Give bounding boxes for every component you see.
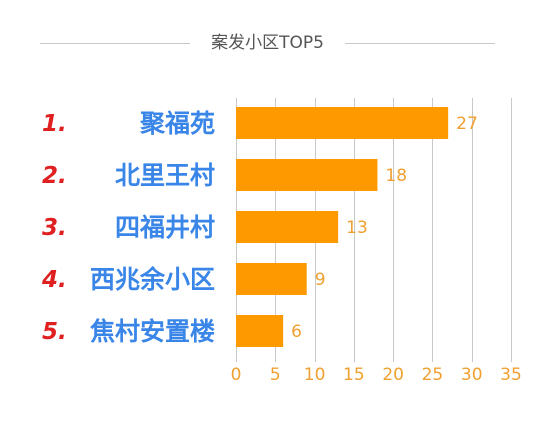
- bar-value-label: 13: [346, 218, 368, 238]
- x-tick-label: 10: [304, 365, 326, 385]
- rank-label: 5.: [42, 319, 67, 345]
- bar-layer: [236, 107, 449, 347]
- rank-label: 3.: [42, 215, 67, 241]
- x-tick-label: 25: [422, 365, 444, 385]
- rank-label: 1.: [42, 111, 67, 137]
- bar-value-label: 6: [291, 322, 302, 342]
- x-tick-label: 20: [382, 365, 404, 385]
- tick-layer: 0 5 10 15 20 25 30 35: [231, 365, 522, 385]
- category-label: 西兆余小区: [90, 265, 215, 294]
- chart-title: 案发小区TOP5: [211, 33, 324, 53]
- title-divider-right: [345, 43, 495, 44]
- x-tick-label: 0: [231, 365, 242, 385]
- bar-2: [236, 159, 378, 191]
- x-tick-label: 35: [500, 365, 522, 385]
- label-layer: 27 1. 聚福苑 18 2. 北里王村 13 3. 四福井村 9 4. 西兆余小区 6 5. 焦村安置楼: [41, 109, 478, 346]
- bar-value-label: 27: [456, 114, 478, 134]
- category-label: 四福井村: [115, 213, 215, 242]
- title-divider-left: [40, 43, 190, 44]
- category-label: 焦村安置楼: [90, 317, 215, 346]
- x-tick-label: 30: [461, 365, 483, 385]
- bar-1: [236, 107, 449, 139]
- x-tick-label: 15: [343, 365, 365, 385]
- x-tick-label: 5: [270, 365, 281, 385]
- bar-3: [236, 211, 339, 243]
- bar-value-label: 18: [385, 166, 407, 186]
- rank-label: 4.: [41, 267, 67, 293]
- category-label: 聚福苑: [139, 109, 215, 138]
- chart-title-row: 案发小区TOP5: [0, 31, 541, 55]
- bar-4: [236, 263, 307, 295]
- rank-label: 2.: [42, 163, 67, 189]
- bar-value-label: 9: [315, 270, 326, 290]
- category-label: 北里王村: [115, 161, 215, 190]
- bar-5: [236, 315, 284, 347]
